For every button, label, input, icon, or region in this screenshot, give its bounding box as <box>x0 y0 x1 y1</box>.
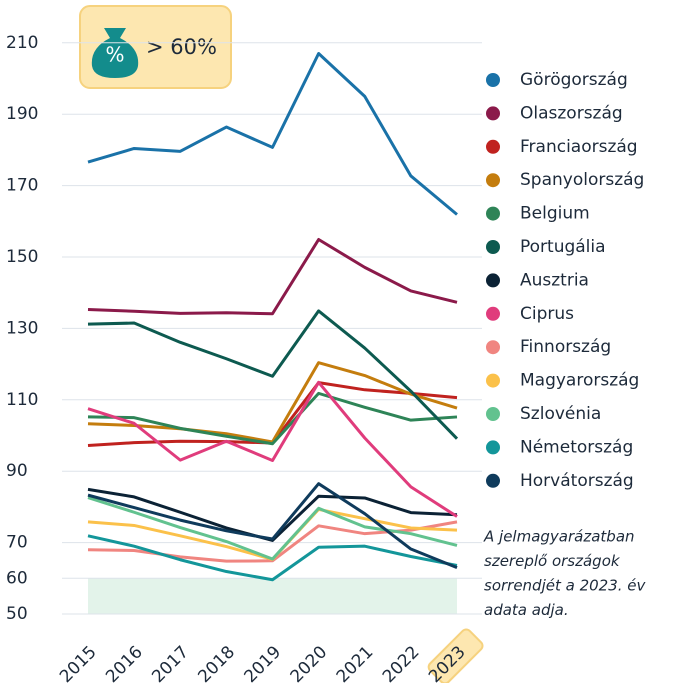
legend-label: Magyarország <box>520 371 639 391</box>
legend-label: Spanyolország <box>520 170 644 190</box>
legend-marker <box>486 473 500 488</box>
x-tick-label: 2019 <box>240 642 285 683</box>
y-tick-label: 150 <box>6 247 38 267</box>
highlight-box <box>427 628 484 683</box>
legend-label: Németország <box>520 437 633 457</box>
legend-label: Franciaország <box>520 137 638 157</box>
x-tick-label: 2018 <box>194 642 239 683</box>
legend-marker <box>486 240 500 254</box>
line-series <box>87 534 458 582</box>
legend-label: Ausztria <box>520 270 589 290</box>
note: sorrendjét a 2023. év <box>484 577 647 595</box>
x-tick-label: 2015 <box>56 642 101 683</box>
x-tick-label: 2022 <box>379 642 424 683</box>
line-series <box>87 380 458 518</box>
y-tick-label: 110 <box>6 390 38 410</box>
legend-marker <box>486 373 500 388</box>
legend-label: Olaszország <box>520 103 623 123</box>
note: adata adja. <box>484 601 569 619</box>
y-tick-label: 50 <box>6 604 28 624</box>
badge-icon-text: % <box>105 43 124 67</box>
legend-label: Ciprus <box>520 304 574 324</box>
badge-text: > 60% <box>146 35 217 59</box>
y-tick-label: 130 <box>6 318 38 338</box>
y-tick-label: 170 <box>6 176 38 196</box>
legend-marker <box>486 306 500 321</box>
y-tick-label: 60 <box>6 568 28 588</box>
legend-marker <box>486 173 500 188</box>
legend-marker <box>486 273 500 288</box>
legend-label: Görögország <box>520 70 628 90</box>
y-tick-label: 90 <box>6 461 28 481</box>
x-tick-label: 2020 <box>287 642 332 683</box>
x-tick-label: 2021 <box>333 642 378 683</box>
legend-marker <box>486 440 500 455</box>
legend-label: Portugália <box>520 237 606 257</box>
x-tick-label: 2017 <box>148 642 193 683</box>
legend-label: Horvátország <box>520 471 634 491</box>
note: A jelmagyarázatban <box>483 528 635 546</box>
money-bag-icon <box>91 28 139 78</box>
x-tick-label: 2016 <box>102 642 147 683</box>
legend-label: Szlovénia <box>520 404 601 424</box>
y-tick-label: 70 <box>6 533 28 553</box>
y-tick-label: 210 <box>6 33 38 53</box>
line-series <box>87 391 458 446</box>
legend-label: Finnország <box>520 337 611 357</box>
legend-marker <box>486 407 500 421</box>
line-series <box>87 238 458 316</box>
legend-label: Belgium <box>520 204 590 224</box>
line-series <box>87 381 458 447</box>
line-series <box>87 52 458 216</box>
y-tick-label: 190 <box>6 104 38 124</box>
legend-marker <box>486 139 500 154</box>
legend-marker <box>486 73 500 87</box>
legend-marker <box>486 106 500 121</box>
legend-marker <box>486 206 500 221</box>
legend-marker <box>486 340 500 355</box>
threshold-band <box>88 578 457 614</box>
note: szereplő országok <box>484 552 621 570</box>
badge: % > 60% <box>79 5 232 89</box>
line-series <box>87 482 458 569</box>
line-series <box>87 496 458 561</box>
line-series <box>87 309 459 440</box>
